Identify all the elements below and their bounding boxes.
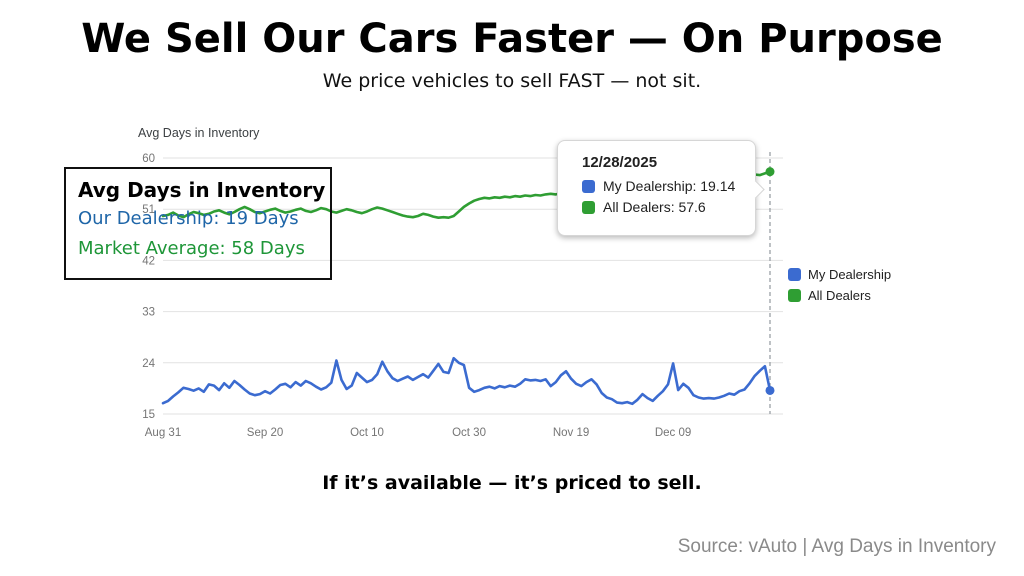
legend-item-my-dealership[interactable]: My Dealership <box>788 264 891 285</box>
x-axis-tick-label: Aug 31 <box>145 427 181 439</box>
slide-subtitle: We price vehicles to sell FAST — not sit… <box>322 70 702 92</box>
tooltip-date: 12/28/2025 <box>582 154 658 171</box>
annotation-title: Avg Days in Inventory <box>78 178 326 202</box>
y-axis-tick-label: 15 <box>142 409 155 421</box>
x-axis-tick-label: Oct 30 <box>452 427 486 439</box>
chart-tooltip: 12/28/2025 My Dealership: 19.14 All Deal… <box>557 140 765 236</box>
source-attribution: Source: vAuto | Avg Days in Inventory <box>677 536 996 557</box>
annotation-box: Avg Days in Inventory Our Dealership: 19… <box>64 167 332 280</box>
y-axis-tick-label: 42 <box>142 255 155 267</box>
annotation-our-dealership: Our Dealership: 19 Days <box>78 208 299 229</box>
annotation-market-average: Market Average: 58 Days <box>78 238 305 259</box>
end-dot-my-dealership <box>765 385 775 395</box>
all-dealers-swatch-icon <box>788 289 801 302</box>
tooltip-row-label: My Dealership: 19.14 <box>603 178 736 194</box>
legend-item-all-dealers[interactable]: All Dealers <box>788 285 891 306</box>
slide-tagline: If it’s available — it’s priced to sell. <box>322 472 702 494</box>
legend-label: My Dealership <box>808 267 892 282</box>
chart-legend: My Dealership All Dealers <box>788 264 891 306</box>
x-axis-tick-label: Nov 19 <box>553 427 589 439</box>
my-dealership-swatch-icon <box>788 268 801 281</box>
slide-title: We Sell Our Cars Faster — On Purpose <box>81 16 943 62</box>
y-axis-tick-label: 51 <box>142 204 155 216</box>
my-dealership-swatch-icon <box>582 179 595 193</box>
end-dot-all-dealers <box>765 167 775 177</box>
y-axis-tick-label: 33 <box>142 307 155 319</box>
tooltip-row-my-dealership: My Dealership: 19.14 <box>582 178 745 194</box>
tooltip-row-all-dealers: All Dealers: 57.6 <box>582 199 745 215</box>
x-axis-tick-label: Sep 20 <box>247 427 283 439</box>
tooltip-row-label: All Dealers: 57.6 <box>603 199 706 215</box>
all-dealers-swatch-icon <box>582 200 595 214</box>
chart-title: Avg Days in Inventory <box>138 126 260 140</box>
legend-label: All Dealers <box>808 288 871 303</box>
y-axis-tick-label: 60 <box>142 153 155 165</box>
x-axis-tick-label: Oct 10 <box>350 427 384 439</box>
y-axis-tick-label: 24 <box>142 358 155 370</box>
x-axis-tick-label: Dec 09 <box>655 427 691 439</box>
series-line-my-dealership <box>161 356 772 406</box>
